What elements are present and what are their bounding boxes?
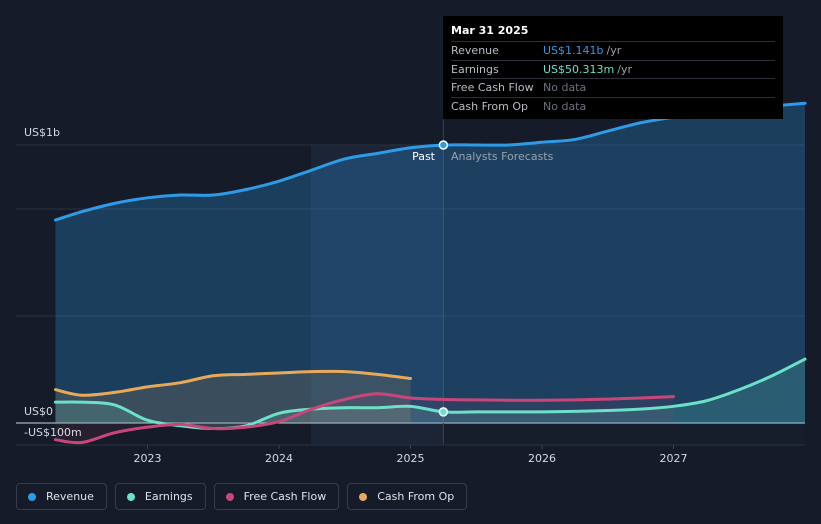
legend-item-free-cash-flow[interactable]: Free Cash Flow xyxy=(213,483,340,510)
area-revenue xyxy=(55,103,805,424)
legend: Revenue Earnings Free Cash Flow Cash Fro… xyxy=(16,483,468,510)
line-cash-from-op xyxy=(53,369,412,397)
x-tick-label: 2025 xyxy=(397,452,425,465)
x-tick-label: 2026 xyxy=(528,452,556,465)
tooltip-label: Earnings xyxy=(451,62,499,76)
legend-dot-icon xyxy=(359,492,368,501)
past-label: Past xyxy=(412,150,436,163)
tooltip-date: Mar 31 2025 xyxy=(451,24,529,37)
forecast-label: Analysts Forecasts xyxy=(451,150,554,163)
tooltip-row-revenue: Revenue US$1.141b /yr xyxy=(451,41,775,60)
legend-item-revenue[interactable]: Revenue xyxy=(16,483,107,510)
hover-tooltip: Mar 31 2025 Revenue US$1.141b /yr Earnin… xyxy=(443,16,783,119)
tooltip-row-cfo: Cash From Op No data xyxy=(451,96,775,116)
tooltip-unit: /yr xyxy=(617,62,632,76)
tooltip-row-earnings: Earnings US$50.313m /yr xyxy=(451,59,775,79)
area-cash-from-op xyxy=(55,371,411,423)
tooltip-label: Revenue xyxy=(451,44,499,57)
tooltip-label: Free Cash Flow xyxy=(451,81,534,94)
tooltip-unit: /yr xyxy=(606,44,622,57)
forecast-band xyxy=(443,145,805,445)
legend-label: Revenue xyxy=(46,490,94,503)
y-axis-label-bottom: -US$100m xyxy=(24,426,82,439)
y-axis-label-zero: US$0 xyxy=(24,405,53,418)
x-tick-label: 2024 xyxy=(265,452,293,465)
line-free-cash-flow xyxy=(53,392,675,445)
y-axis-label-top: US$1b xyxy=(24,126,60,139)
x-tick-label: 2027 xyxy=(660,452,688,465)
legend-label: Earnings xyxy=(144,490,193,503)
legend-dot-icon xyxy=(225,492,234,501)
hover-markers xyxy=(438,140,449,417)
legend-dot-icon xyxy=(28,492,36,501)
legend-item-earnings[interactable]: Earnings xyxy=(114,483,206,510)
legend-label: Cash From Op xyxy=(377,490,455,503)
x-tick-label: 2023 xyxy=(134,452,162,465)
legend-label: Free Cash Flow xyxy=(243,490,327,503)
tooltip-value: US$1.141b xyxy=(543,44,604,57)
legend-item-cash-from-op[interactable]: Cash From Op xyxy=(347,483,468,510)
tooltip-value: No data xyxy=(543,99,587,113)
marker-earnings xyxy=(438,407,449,417)
tooltip-label: Cash From Op xyxy=(451,99,529,113)
marker-revenue xyxy=(438,140,449,150)
tooltip-row-fcf: Free Cash Flow No data xyxy=(451,78,775,97)
area-free-cash-flow xyxy=(55,393,674,443)
tooltip-value: US$50.313m xyxy=(543,62,615,76)
tooltip-value: No data xyxy=(543,81,587,94)
x-axis-ticks: 2023 2024 2025 2026 2027 xyxy=(134,445,688,465)
legend-dot-icon xyxy=(126,492,135,501)
